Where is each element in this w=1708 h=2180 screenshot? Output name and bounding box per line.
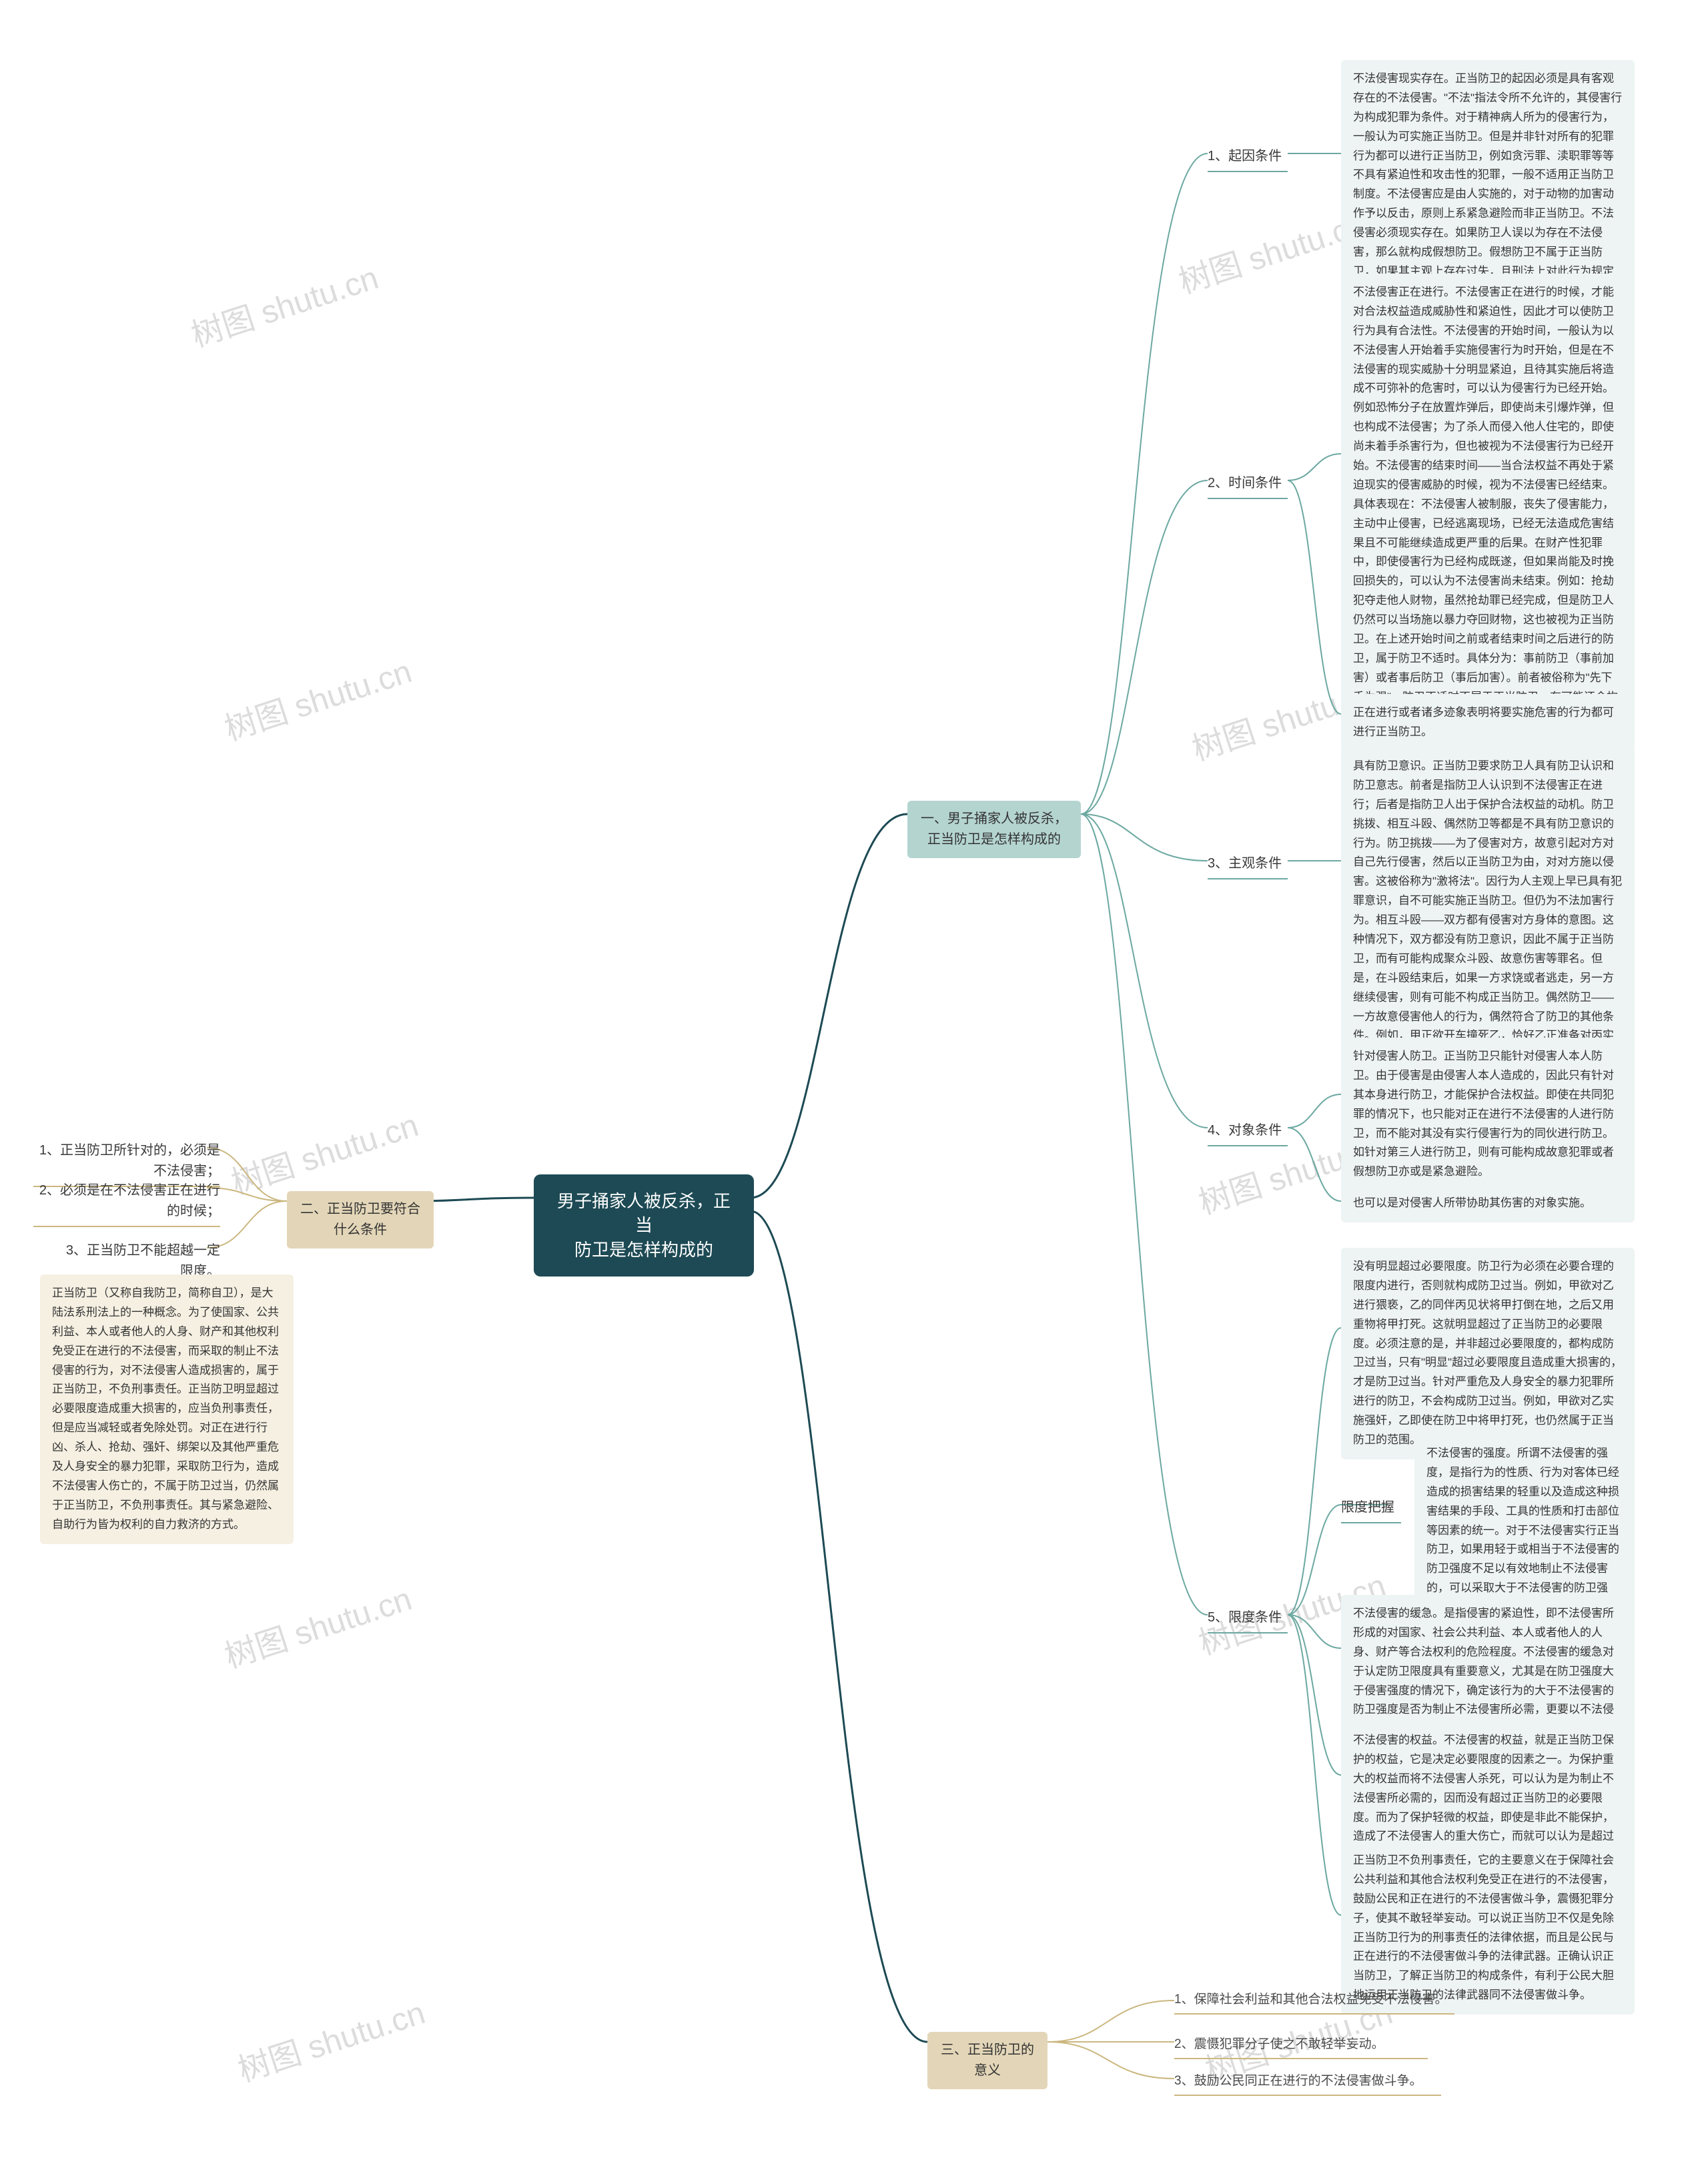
sub-xiandubawo[interactable]: 限度把握 (1341, 1495, 1401, 1526)
sub-b3-1[interactable]: 1、保障社会利益和其他合法权益免受不法侵害。 (1174, 1987, 1454, 2017)
sub-b2-1-label: 1、正当防卫所针对的，必须是不法侵害； (39, 1143, 220, 1178)
watermark: 树图 shutu.cn (184, 252, 383, 356)
branch-2[interactable]: 二、正当防卫要符合什么条件 (287, 1191, 434, 1248)
sub-b3-1-label: 1、保障社会利益和其他合法权益免受不法侵害。 (1174, 1992, 1448, 2007)
leaf-b2-3: 正当防卫（又称自我防卫，简称自卫），是大陆法系刑法上的一种概念。为了使国家、公共… (40, 1275, 294, 1544)
sub-b3-2-label: 2、震慑犯罪分子使之不敢轻举妄动。 (1174, 2037, 1384, 2051)
leaf-4-2: 也可以是对侵害人所带协助其伤害的对象实施。 (1341, 1184, 1635, 1222)
branch-1[interactable]: 一、男子捅家人被反杀，正当防卫是怎样构成的 (907, 801, 1081, 858)
watermark: 树图 shutu.cn (218, 645, 416, 749)
leaf-2-2: 正在进行或者诸多迹象表明将要实施危害的行为都可进行正当防卫。 (1341, 694, 1635, 751)
sub-shijian-label: 2、时间条件 (1208, 476, 1282, 490)
sub-zhuguan[interactable]: 3、主观条件 (1208, 851, 1288, 882)
watermark: 树图 shutu.cn (218, 1573, 416, 1677)
leaf-4-1: 针对侵害人防卫。正当防卫只能针对侵害人本人防卫。由于侵害是由侵害人本人造成的，因… (1341, 1038, 1635, 1191)
sub-b3-3[interactable]: 3、鼓励公民同正在进行的不法侵害做斗争。 (1174, 2069, 1441, 2099)
sub-shijian[interactable]: 2、时间条件 (1208, 470, 1288, 502)
sub-zhuguan-label: 3、主观条件 (1208, 856, 1282, 871)
sub-qiyin[interactable]: 1、起因条件 (1208, 143, 1288, 175)
sub-b3-2[interactable]: 2、震慑犯罪分子使之不敢轻举妄动。 (1174, 2032, 1428, 2062)
root-node[interactable]: 男子捅家人被反杀，正当 防卫是怎样构成的 (534, 1174, 754, 1277)
sub-duixiang[interactable]: 4、对象条件 (1208, 1118, 1288, 1149)
sub-xiandu[interactable]: 5、限度条件 (1208, 1605, 1288, 1636)
branch-3[interactable]: 三、正当防卫的意义 (927, 2032, 1047, 2089)
sub-duixiang-label: 4、对象条件 (1208, 1123, 1282, 1138)
root-title-line1: 男子捅家人被反杀，正当 (557, 1191, 731, 1235)
sub-b2-2[interactable]: 2、必须是在不法侵害正在进行的时候； (33, 1178, 220, 1230)
leaf-2-1: 不法侵害正在进行。不法侵害正在进行的时候，才能对合法权益造成威胁性和紧迫性，因此… (1341, 274, 1635, 735)
leaf-5-1: 没有明显超过必要限度。防卫行为必须在必要合理的限度内进行，否则就构成防卫过当。例… (1341, 1248, 1635, 1459)
sub-b2-3-label: 3、正当防卫不能超越一定限度。 (66, 1243, 220, 1279)
sub-b2-2-label: 2、必须是在不法侵害正在进行的时候； (39, 1183, 220, 1218)
watermark: 树图 shutu.cn (231, 1986, 430, 2091)
branch-2-title: 二、正当防卫要符合什么条件 (300, 1202, 420, 1237)
watermark: 树图 shutu.cn (224, 1099, 423, 1203)
branch-1-title: 一、男子捅家人被反杀，正当防卫是怎样构成的 (921, 811, 1068, 847)
sub-qiyin-label: 1、起因条件 (1208, 149, 1282, 163)
sub-xiandu-label: 5、限度条件 (1208, 1610, 1282, 1625)
sub-xiandubawo-label: 限度把握 (1341, 1500, 1394, 1515)
sub-b3-3-label: 3、鼓励公民同正在进行的不法侵害做斗争。 (1174, 2074, 1422, 2088)
root-title-line2: 防卫是怎样构成的 (574, 1240, 713, 1260)
leaf-1-1: 不法侵害现实存在。正当防卫的起因必须是具有客观存在的不法侵害。"不法"指法令所不… (1341, 60, 1635, 310)
branch-3-title: 三、正当防卫的意义 (941, 2043, 1034, 2078)
